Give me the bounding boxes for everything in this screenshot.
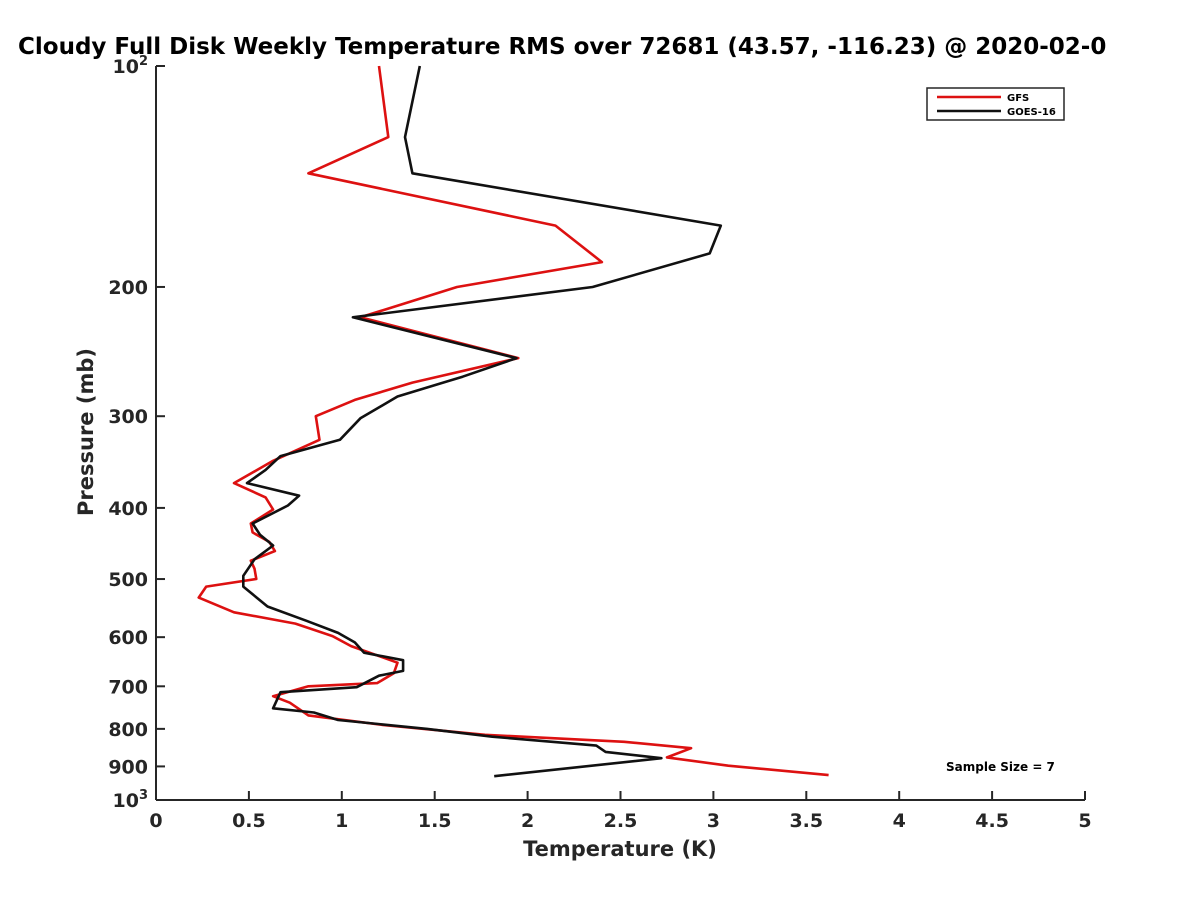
x-tick-label: 2 [521, 810, 534, 832]
y-tick-label: 700 [108, 676, 148, 698]
y-tick-label: 300 [108, 406, 148, 428]
legend-box [926, 87, 1065, 121]
y-tick-label: 103 [113, 788, 149, 812]
y-tick-label: 400 [108, 498, 148, 520]
x-tick-label: 0.5 [232, 810, 266, 832]
chart-title: Cloudy Full Disk Weekly Temperature RMS … [18, 34, 1106, 60]
x-tick-label: 1 [335, 810, 348, 832]
series-line-goes-16 [242, 65, 723, 778]
x-tick-label: 4 [893, 810, 906, 832]
x-tick-label: 2.5 [604, 810, 638, 832]
x-tick-label: 3 [707, 810, 720, 832]
y-tick-label: 500 [108, 569, 148, 591]
x-tick-label: 0 [149, 810, 162, 832]
x-tick-label: 3.5 [789, 810, 823, 832]
y-axis-label: Pressure (mb) [74, 348, 98, 516]
y-tick-label: 200 [108, 277, 148, 299]
x-tick-label: 5 [1078, 810, 1091, 832]
legend-label: GFS [1007, 93, 1029, 104]
x-axis-label: Temperature (K) [523, 837, 717, 861]
y-tick-label: 102 [113, 54, 149, 78]
series-line-gfs [197, 65, 829, 777]
x-tick-label: 1.5 [418, 810, 452, 832]
x-tick-label: 4.5 [975, 810, 1009, 832]
y-tick-label: 800 [108, 719, 148, 741]
y-tick-label: 600 [108, 627, 148, 649]
sample-size-annotation: Sample Size = 7 [946, 760, 1055, 774]
plot-area [197, 65, 829, 778]
legend-label: GOES-16 [1007, 107, 1056, 118]
legend[interactable]: GFS GOES-16 [926, 87, 1065, 121]
y-tick-label: 900 [108, 756, 148, 778]
axes: 0 0.5 1 1.5 2 2.5 3 3.5 4 4.5 5 102 200 300 400 500 600 7… [108, 54, 1091, 832]
